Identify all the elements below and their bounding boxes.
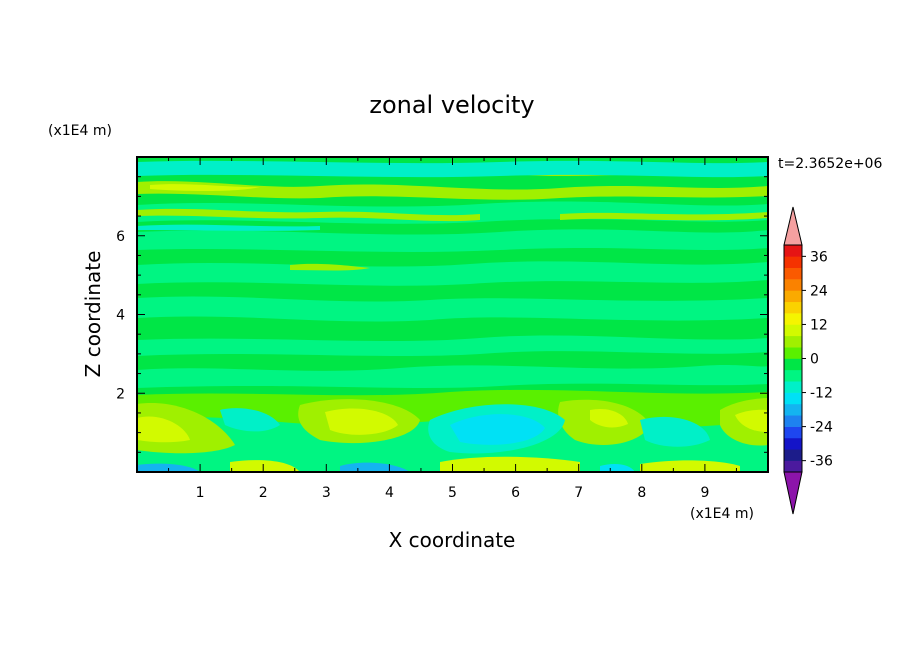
colorbar-swatch (784, 369, 802, 382)
colorbar-swatch (784, 256, 802, 268)
field-lobe (640, 416, 710, 447)
field-band (137, 160, 768, 178)
colorbar-swatch (784, 245, 802, 257)
y-axis-label: Z coordinate (81, 251, 105, 378)
colorbar-label: -24 (810, 420, 833, 436)
field-band (150, 184, 260, 192)
plot-area (137, 157, 768, 472)
y-tick-label: 4 (116, 308, 125, 324)
colorbar-swatch (784, 381, 802, 393)
colorbar-swatch (784, 449, 802, 461)
colorbar-label: -36 (810, 454, 833, 470)
colorbar-swatch (784, 313, 802, 325)
field-lobe (325, 408, 398, 435)
colorbar-swatch (784, 403, 802, 416)
colorbar-swatch (784, 267, 802, 280)
x-unit-label: (x1E4 m) (690, 506, 754, 522)
field-bottom (440, 456, 580, 472)
colorbar-over-arrow (783, 206, 803, 246)
colorbar-swatch (784, 460, 802, 473)
field-band (137, 208, 480, 222)
x-tick-label: 5 (448, 485, 457, 501)
field-lobe (220, 408, 280, 432)
field-band (137, 335, 768, 356)
field-lobe (735, 409, 768, 432)
chart-title: zonal velocity (369, 91, 534, 119)
y-tick-label: 6 (116, 229, 125, 245)
field-lobe (450, 414, 545, 445)
field-bottom (640, 460, 740, 472)
colorbar: -36 -24 -12 0 12 24 36 (783, 206, 833, 515)
colorbar-under-arrow (783, 471, 803, 515)
colorbar-swatch (784, 358, 802, 371)
field-band (137, 181, 768, 200)
colorbar-label: -12 (810, 386, 833, 402)
x-tick-label: 1 (196, 485, 205, 501)
field-lobe (137, 416, 190, 443)
x-tick-label: 4 (385, 485, 394, 501)
y-axis: 2 4 6 (116, 176, 768, 453)
field-band (560, 212, 768, 221)
field-bottom (137, 463, 200, 472)
x-axis-label: X coordinate (389, 528, 516, 552)
x-tick-label: 9 (700, 485, 709, 501)
field-band (290, 263, 370, 271)
colorbar-label: 24 (810, 283, 828, 299)
y-unit-label: (x1E4 m) (48, 123, 112, 139)
x-tick-label: 2 (259, 485, 268, 501)
colorbar-swatch (784, 301, 802, 314)
colorbar-swatch (784, 392, 802, 405)
field-band (137, 365, 768, 388)
field-lobe (590, 408, 628, 428)
colorbar-swatch (784, 437, 802, 450)
x-tick-label: 8 (637, 485, 646, 501)
colorbar-swatch (784, 279, 802, 291)
x-tick-label: 3 (322, 485, 331, 501)
colorbar-swatch (784, 324, 802, 337)
colorbar-label: 0 (810, 352, 819, 368)
field-band (137, 296, 768, 322)
x-tick-label: 6 (511, 485, 520, 501)
colorbar-swatch (784, 335, 802, 348)
x-tick-label: 7 (574, 485, 583, 501)
colorbar-label: 12 (810, 317, 828, 333)
field-bottom (230, 460, 300, 472)
field-band (137, 224, 320, 231)
colorbar-label: 36 (810, 249, 828, 265)
colorbar-swatch (784, 426, 802, 439)
field-bottom (600, 464, 635, 472)
colorbar-swatch (784, 290, 802, 303)
field-band (137, 229, 768, 252)
x-axis: 1 2 3 4 5 6 7 8 9 (168, 157, 737, 501)
colorbar-swatch (784, 415, 802, 427)
colorbar-swatch (784, 347, 802, 359)
y-tick-label: 2 (116, 386, 125, 402)
time-label: t=2.3652e+06 (778, 156, 882, 172)
